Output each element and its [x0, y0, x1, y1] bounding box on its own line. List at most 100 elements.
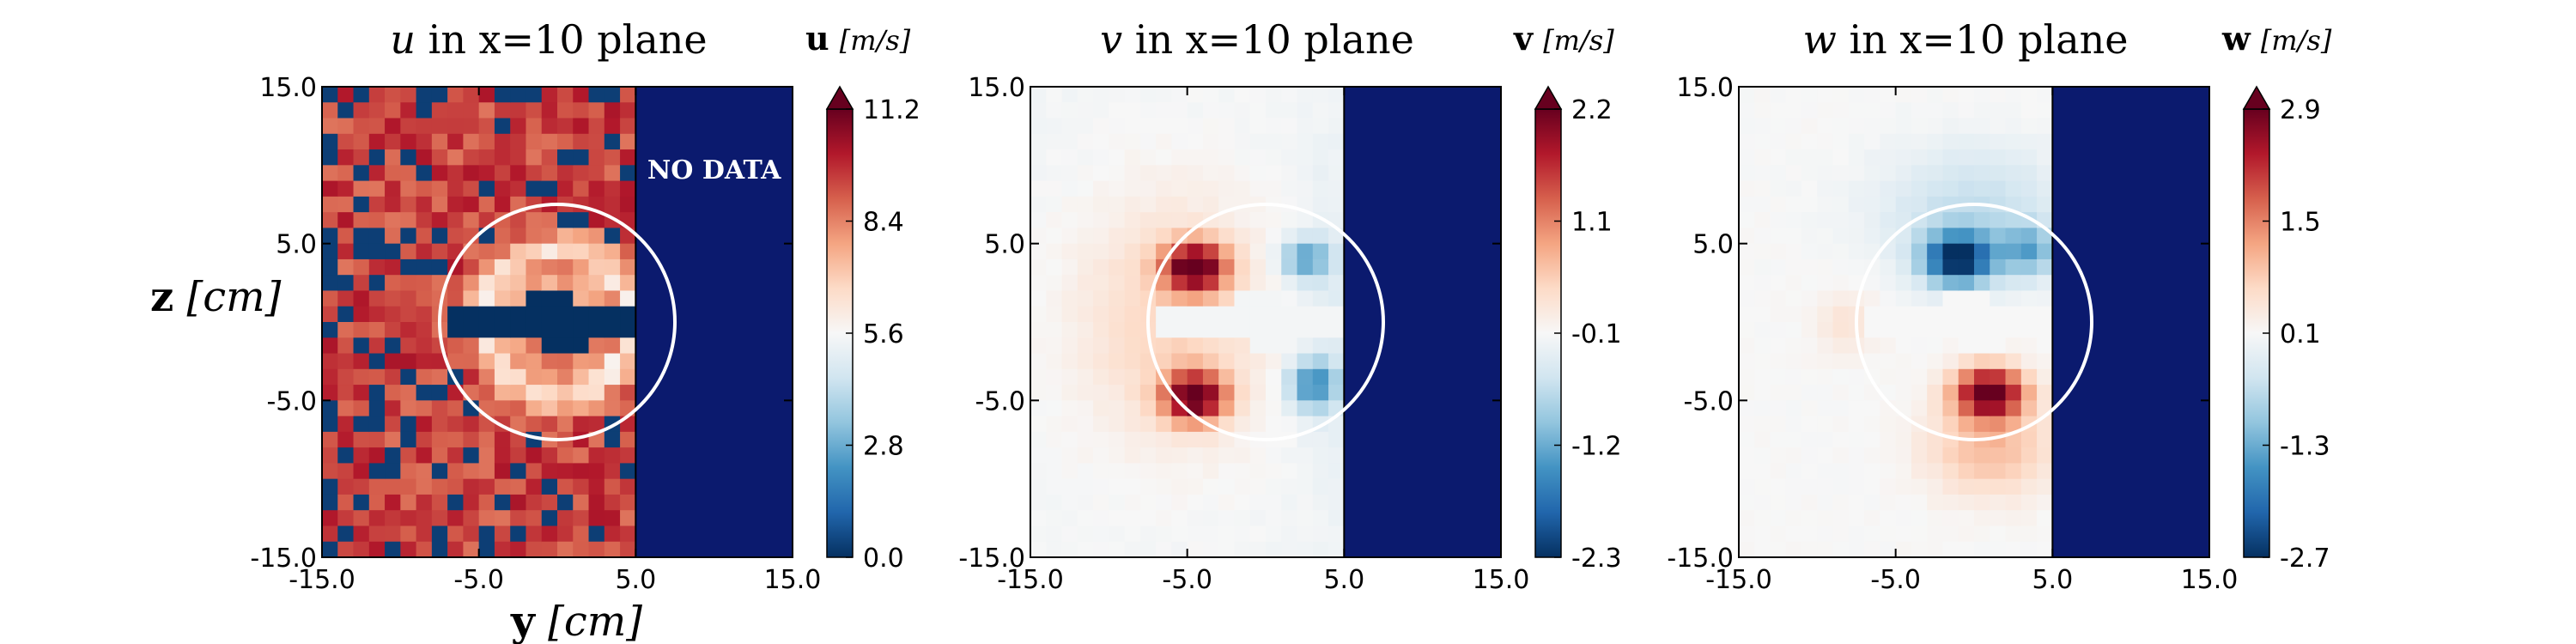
heatmap-cell — [2005, 510, 2022, 527]
heatmap-cell — [2037, 133, 2053, 150]
heatmap-cell — [1218, 165, 1236, 182]
heatmap-cell — [1832, 368, 1850, 386]
heatmap-cell — [1770, 353, 1787, 370]
heatmap-cell — [1880, 541, 1897, 557]
heatmap-cell — [416, 196, 433, 213]
heatmap-cell — [1754, 118, 1771, 135]
heatmap-cell — [337, 228, 355, 245]
heatmap-cell — [494, 118, 511, 135]
heatmap-cell — [1801, 526, 1818, 543]
heatmap-cell — [322, 431, 338, 448]
heatmap-cell — [385, 510, 401, 527]
heatmap-cell — [1187, 337, 1204, 355]
heatmap-cell — [1202, 400, 1219, 417]
heatmap-cell — [604, 133, 621, 150]
heatmap-cell — [1817, 180, 1834, 197]
y-tick-label: 15.0 — [1676, 73, 1734, 103]
heatmap-cell — [588, 102, 605, 119]
heatmap-cell — [1046, 368, 1063, 386]
heatmap-cell — [1093, 102, 1109, 119]
heatmap-cell — [620, 133, 636, 150]
heatmap-cell — [1785, 541, 1802, 557]
heatmap-cell — [416, 228, 433, 245]
heatmap-cell — [431, 165, 448, 182]
heatmap-cell — [1864, 133, 1880, 150]
heatmap-cell — [368, 306, 386, 323]
heatmap-cell — [1801, 133, 1818, 150]
heatmap-cell — [1109, 180, 1126, 197]
heatmap-cell — [1077, 494, 1094, 511]
heatmap-cell — [1077, 368, 1094, 386]
heatmap-cell — [1974, 337, 1990, 355]
heatmap-cell — [541, 243, 558, 260]
heatmap-cell — [368, 337, 386, 355]
heatmap-cell — [1202, 541, 1219, 557]
heatmap-cell — [1093, 258, 1109, 276]
heatmap-cell — [557, 368, 574, 386]
heatmap-cell — [1124, 353, 1141, 370]
heatmap-cell — [1109, 541, 1126, 557]
heatmap-cell — [1312, 353, 1329, 370]
heatmap-cell — [588, 478, 605, 495]
heatmap-cell — [447, 494, 464, 511]
heatmap-cell — [416, 353, 433, 370]
heatmap-cell — [1770, 494, 1787, 511]
heatmap-cell — [1895, 494, 1912, 511]
heatmap-cell — [1187, 368, 1204, 386]
heatmap-cell — [620, 478, 636, 495]
x-axis-unit: [cm] — [548, 598, 642, 644]
heatmap-cell — [573, 243, 590, 260]
heatmap-cell — [1895, 431, 1912, 448]
heatmap-cell — [1864, 447, 1880, 464]
heatmap-cell — [1046, 400, 1063, 417]
heatmap-cell — [1895, 463, 1912, 480]
heatmap-cell — [1817, 306, 1834, 323]
x-axis-variable: y — [510, 598, 537, 644]
heatmap-cell — [1864, 541, 1880, 557]
panel-v: -15.0 -5.0 5.0 15.015.05.0-5.0-15.0v in x=1… — [958, 16, 1621, 595]
heatmap-cell — [541, 447, 558, 464]
heatmap-cell — [400, 494, 417, 511]
heatmap-cell — [1911, 322, 1928, 338]
heatmap-cell — [1817, 322, 1834, 338]
heatmap-cell — [1312, 102, 1329, 119]
heatmap-cell — [557, 385, 574, 401]
heatmap-cell — [1770, 133, 1787, 150]
heatmap-cell — [1880, 133, 1897, 150]
heatmap-cell — [1974, 228, 1990, 245]
heatmap-cell — [494, 353, 511, 370]
heatmap-cell — [604, 102, 621, 119]
heatmap-cell — [1801, 447, 1818, 464]
heatmap-cell — [588, 494, 605, 511]
heatmap-cell — [1061, 118, 1078, 135]
heatmap-cell — [1312, 322, 1329, 338]
heatmap-cell — [416, 416, 433, 433]
heatmap-cell — [1754, 228, 1771, 245]
heatmap-cell — [478, 368, 495, 386]
heatmap-cell — [1297, 243, 1314, 260]
heatmap-cell — [620, 541, 636, 557]
heatmap-cell — [1328, 243, 1345, 260]
heatmap-cell — [1030, 400, 1047, 417]
heatmap-cell — [1234, 353, 1251, 370]
heatmap-cell — [1297, 102, 1314, 119]
heatmap-cell — [1249, 322, 1267, 338]
title-space — [416, 16, 428, 63]
heatmap-cell — [1030, 494, 1047, 511]
heatmap-cell — [1754, 165, 1771, 182]
heatmap-cell — [1895, 102, 1912, 119]
heatmap-cell — [322, 416, 338, 433]
colorbar-space — [2251, 20, 2261, 58]
heatmap-cell — [1990, 87, 2007, 103]
heatmap-cell — [1218, 133, 1236, 150]
heatmap-cell — [1864, 416, 1880, 433]
heatmap-cell — [1109, 133, 1126, 150]
heatmap-cell — [1156, 431, 1172, 448]
heatmap-cell — [1202, 87, 1219, 103]
heatmap-cell — [416, 478, 433, 495]
heatmap-cell — [510, 337, 527, 355]
heatmap-cell — [1990, 541, 2007, 557]
heatmap-cell — [1895, 165, 1912, 182]
heatmap-cell — [322, 322, 338, 338]
heatmap-cell — [1124, 228, 1141, 245]
